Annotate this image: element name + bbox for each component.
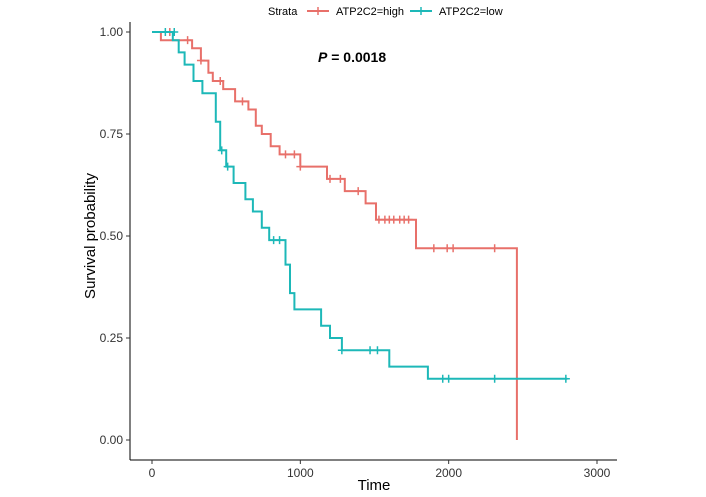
- legend: Strata ATP2C2=high ATP2C2=low: [268, 6, 503, 18]
- y-tick-label: 1.00: [100, 25, 124, 39]
- x-tick-label: 2000: [435, 466, 462, 480]
- p-value-number: = 0.0018: [327, 49, 386, 65]
- p-value-text: P = 0.0018: [318, 49, 386, 65]
- legend-title: Strata: [268, 6, 298, 18]
- censor-mark: [217, 146, 226, 155]
- y-tick-label: 0.50: [100, 229, 124, 243]
- censor-mark: [561, 374, 570, 383]
- y-tick-label: 0.75: [100, 127, 124, 141]
- censor-mark: [404, 215, 413, 224]
- censor-mark: [429, 244, 438, 253]
- censor-mark: [337, 346, 346, 355]
- p-value-annotation: P = 0.0018: [318, 49, 386, 65]
- legend-label: ATP2C2=high: [336, 6, 404, 18]
- censor-mark: [170, 28, 179, 36]
- censor-mark: [223, 162, 232, 171]
- legend-label: ATP2C2=low: [439, 6, 503, 18]
- y-tick-label: 0.25: [100, 331, 124, 345]
- censor-mark: [373, 346, 382, 355]
- censor-mark: [490, 374, 499, 383]
- censor-mark: [490, 244, 499, 253]
- p-value-prefix: P: [318, 49, 328, 65]
- censor-mark: [326, 174, 334, 183]
- censor-mark: [161, 28, 170, 36]
- censor-mark: [196, 56, 205, 65]
- x-axis-title: Time: [358, 477, 391, 494]
- censor-mark: [366, 346, 375, 355]
- censor-mark: [275, 236, 284, 245]
- x-tick-label: 3000: [584, 466, 611, 480]
- x-tick-label: 1000: [287, 466, 314, 480]
- censor-mark: [296, 162, 305, 171]
- series-line-low: [152, 31, 568, 380]
- plot-area: [152, 28, 570, 440]
- censor-mark: [336, 174, 345, 183]
- censor-mark: [290, 150, 299, 159]
- censor-mark: [183, 36, 192, 45]
- censor-mark: [216, 76, 225, 85]
- censor-mark: [444, 374, 453, 383]
- series-line-high: [152, 31, 518, 440]
- censor-mark: [281, 150, 290, 159]
- y-axis-title: Survival probability: [82, 173, 99, 299]
- axes: 0.00 0.25 0.50 0.75 1.00 0 1000 2000 3000 Time Sur…: [82, 22, 617, 494]
- censor-mark: [449, 244, 458, 253]
- censor-mark: [238, 97, 247, 106]
- censor-mark: [354, 187, 363, 196]
- x-tick-label: 0: [149, 466, 156, 480]
- y-tick-label: 0.00: [100, 433, 124, 447]
